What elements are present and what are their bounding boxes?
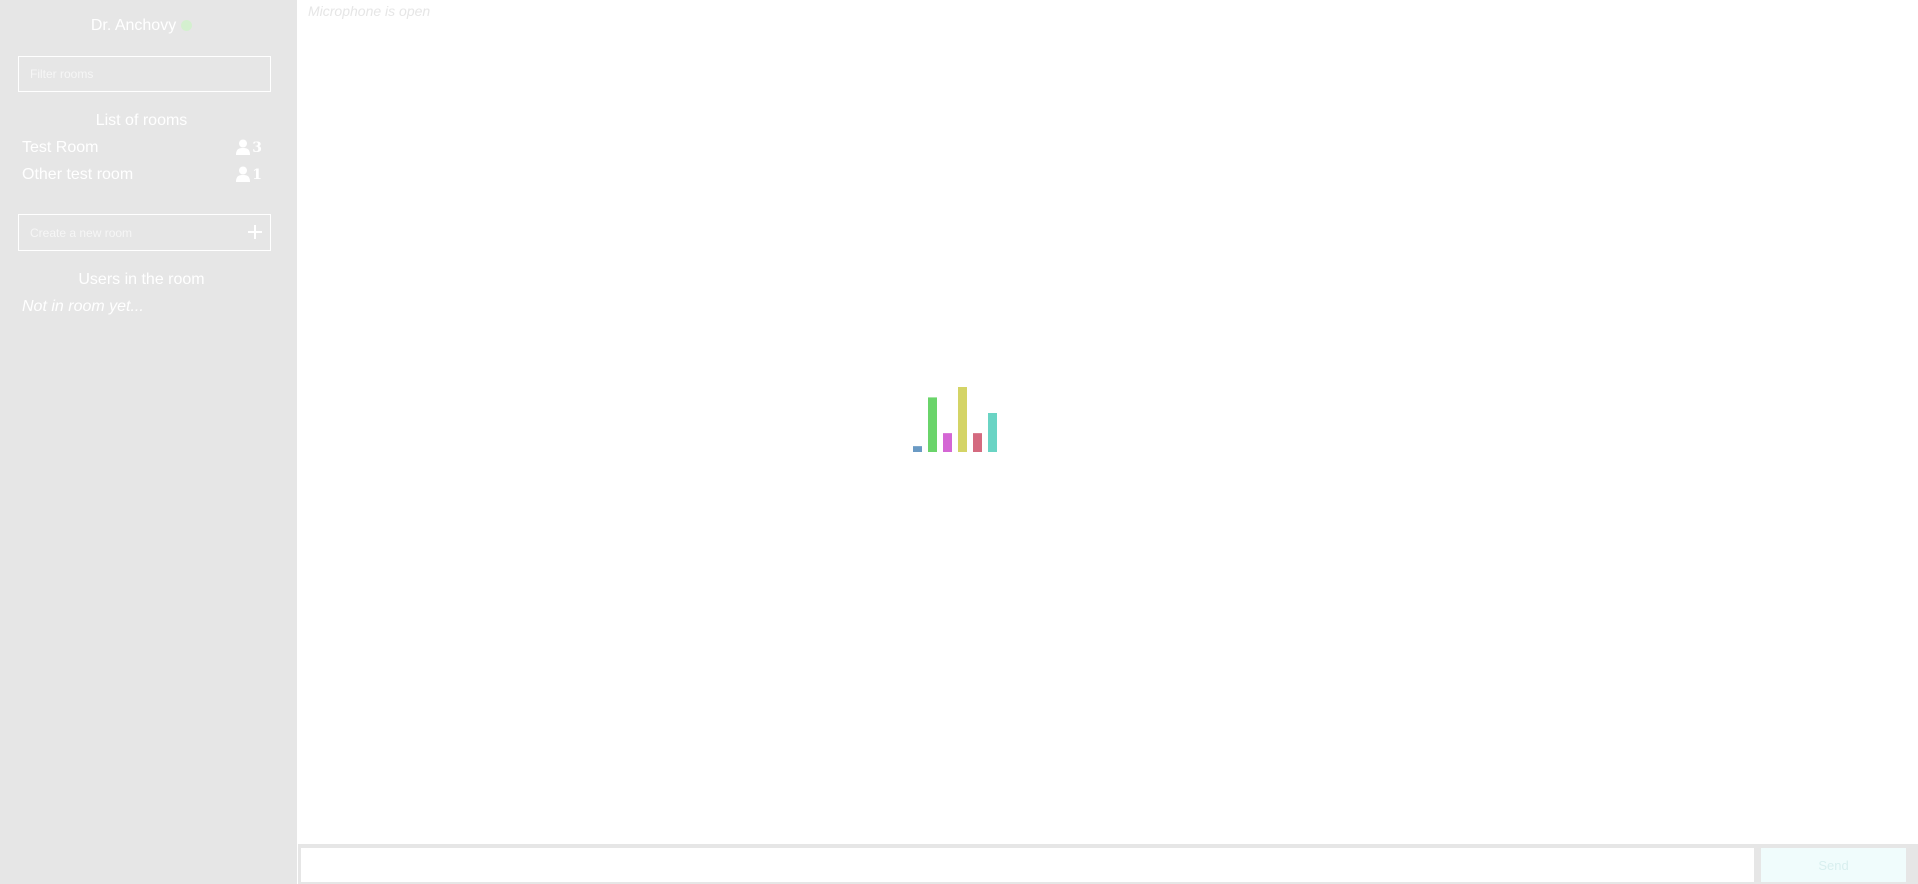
room-user-count-value: 1 (252, 167, 262, 183)
sidebar: Dr. Anchovy List of rooms Test Room 3 Ot… (0, 0, 297, 884)
equalizer-bar (943, 433, 952, 452)
users-heading: Users in the room (78, 271, 205, 288)
create-room-box (18, 214, 271, 251)
equalizer-bar (913, 446, 922, 452)
room-item[interactable]: Test Room 3 (22, 137, 262, 159)
room-user-count-value: 3 (252, 140, 262, 156)
create-room-input[interactable] (19, 215, 239, 250)
room-user-count: 1 (236, 164, 262, 186)
message-input[interactable] (301, 848, 1754, 882)
user-icon (236, 166, 251, 182)
room-name: Other test room (22, 166, 134, 183)
user-icon (236, 139, 251, 155)
audio-equalizer (913, 387, 997, 452)
filter-rooms-input[interactable] (19, 57, 270, 91)
equalizer-bar (988, 413, 997, 452)
message-bar: Send (298, 844, 1918, 884)
online-status-icon (181, 20, 193, 31)
equalizer-bar (928, 397, 937, 452)
filter-rooms-box[interactable] (18, 56, 271, 92)
username: Dr. Anchovy (90, 17, 177, 34)
room-item[interactable]: Other test room 1 (22, 164, 262, 186)
room-user-count: 3 (236, 137, 262, 159)
room-name: Test Room (22, 139, 99, 156)
main-panel: Microphone is open (298, 0, 1918, 844)
user-header: Dr. Anchovy (0, 16, 283, 36)
equalizer-bar (958, 387, 967, 452)
rooms-heading: List of rooms (95, 112, 188, 129)
microphone-status: Microphone is open (308, 3, 431, 19)
send-button[interactable]: Send (1761, 848, 1906, 882)
equalizer-bar (973, 433, 982, 452)
plus-icon[interactable] (246, 223, 264, 241)
users-empty-text: Not in room yet... (22, 298, 144, 315)
